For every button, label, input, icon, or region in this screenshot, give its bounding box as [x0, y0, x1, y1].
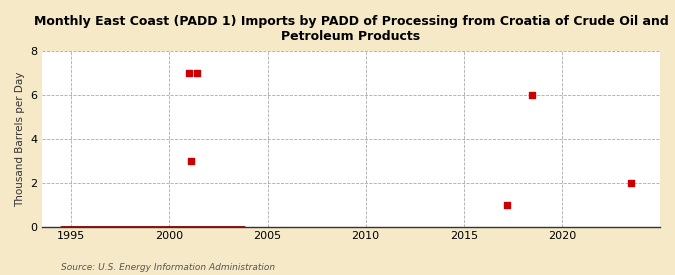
Point — [502, 202, 512, 207]
Point — [192, 71, 202, 75]
Title: Monthly East Coast (PADD 1) Imports by PADD of Processing from Croatia of Crude : Monthly East Coast (PADD 1) Imports by P… — [34, 15, 668, 43]
Y-axis label: Thousand Barrels per Day: Thousand Barrels per Day — [15, 71, 25, 207]
Text: Source: U.S. Energy Information Administration: Source: U.S. Energy Information Administ… — [61, 263, 275, 272]
Point — [625, 180, 636, 185]
Point — [186, 159, 196, 163]
Point — [184, 71, 194, 75]
Point — [527, 93, 538, 97]
